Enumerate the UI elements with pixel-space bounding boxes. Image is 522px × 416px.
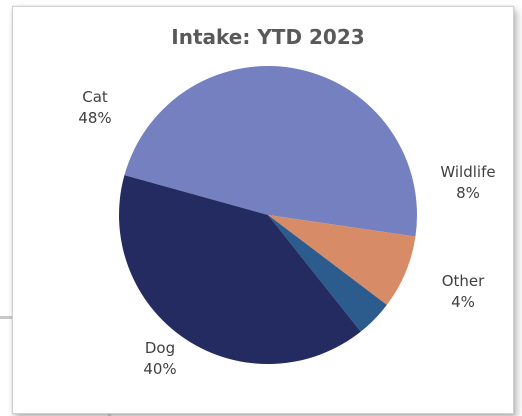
slice-percent-label-wildlife: 8% [456, 184, 480, 202]
pie-slice-dog[interactable] [119, 175, 361, 364]
chart-title: Intake: YTD 2023 [171, 25, 364, 49]
pie-slice-wildlife[interactable] [268, 215, 416, 305]
slice-category-label-other: Other [442, 272, 485, 290]
slice-percent-label-other: 4% [451, 293, 475, 311]
slice-percent-label-cat: 48% [78, 109, 111, 127]
pie-slice-other[interactable] [268, 215, 387, 332]
chart-area[interactable]: Intake: YTD 2023 Cat 48% Wildlife 8% Other 4%… [12, 6, 514, 414]
pie-chart: Intake: YTD 2023 Cat 48% Wildlife 8% Other 4%… [78, 25, 495, 378]
slice-category-label-wildlife: Wildlife [440, 163, 495, 181]
slice-labels: Cat 48% Wildlife 8% Other 4% Dog 40% [78, 88, 495, 378]
slice-category-label-cat: Cat [82, 88, 108, 106]
slice-percent-label-dog: 40% [143, 360, 176, 378]
slice-category-label-dog: Dog [145, 339, 175, 357]
pie-slice-cat[interactable] [124, 65, 418, 237]
pie-slices [119, 65, 418, 364]
